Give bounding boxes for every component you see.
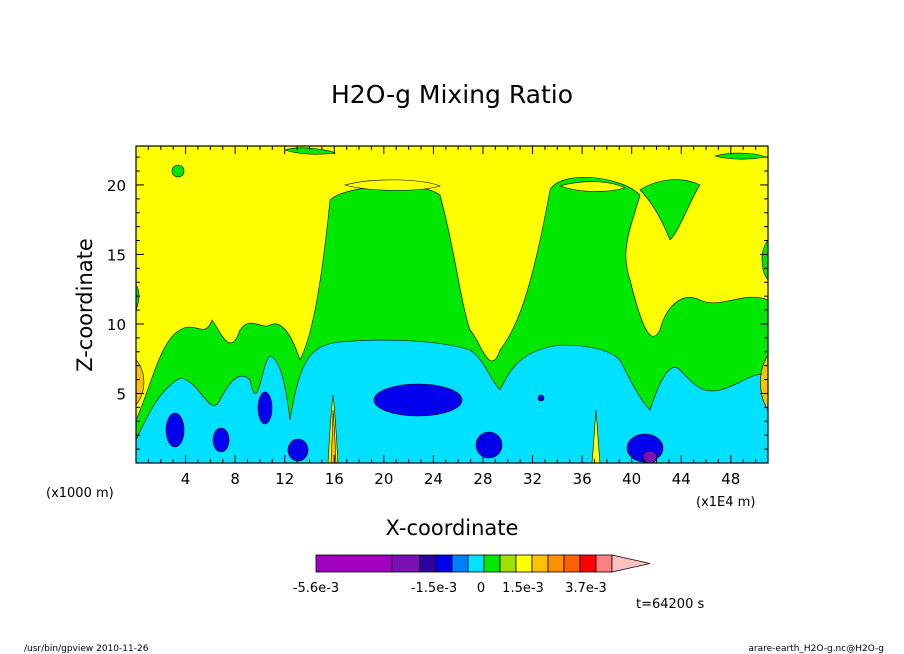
colorbar-swatch bbox=[531, 554, 549, 573]
x-tick-label: 20 bbox=[374, 470, 393, 488]
x-tick-label: 40 bbox=[622, 470, 641, 488]
colorbar-swatch bbox=[483, 554, 501, 573]
y-tick-label: 15 bbox=[107, 246, 126, 264]
colorbar-label: 3.7e-3 bbox=[565, 581, 607, 596]
y-tick-label: 20 bbox=[107, 177, 126, 195]
colorbar-swatch bbox=[419, 554, 437, 573]
y-tick-label: 10 bbox=[107, 316, 126, 334]
colorbar-labels: -5.6e-3 -1.5e-3 0 1.5e-3 3.7e-3 bbox=[293, 581, 607, 596]
green-upper-right-blob bbox=[639, 179, 701, 241]
x-tick-label: 48 bbox=[721, 470, 740, 488]
x-unit-left: (x1000 m) bbox=[46, 486, 114, 501]
time-label: t=64200 s bbox=[636, 597, 704, 612]
colorbar-swatch bbox=[315, 554, 393, 573]
colorbar-label: 1.5e-3 bbox=[502, 581, 544, 596]
colorbar-swatch bbox=[579, 554, 597, 573]
x-tick-label: 32 bbox=[523, 470, 542, 488]
colorbar-arrow bbox=[611, 554, 651, 573]
colorbar-label: -1.5e-3 bbox=[411, 581, 457, 596]
field-yellow-rings bbox=[343, 179, 626, 192]
x-tick-label: 16 bbox=[325, 470, 344, 488]
x-tick-label: 44 bbox=[672, 470, 691, 488]
blue-blob-left-3 bbox=[257, 391, 273, 425]
x-tick-label: 12 bbox=[275, 470, 294, 488]
blue-blob-left bbox=[165, 412, 185, 448]
plume-inner bbox=[330, 409, 337, 464]
footer-left: /usr/bin/gpview 2010-11-26 bbox=[24, 644, 149, 654]
plot-frame bbox=[135, 145, 769, 464]
colorbar-label: 0 bbox=[477, 581, 485, 596]
field-purple-core bbox=[642, 450, 658, 464]
plot-area bbox=[135, 145, 769, 464]
blue-blob-center bbox=[373, 383, 463, 417]
blue-blob-mid-2 bbox=[475, 431, 503, 459]
footer-right: arare-earth_H2O-g.nc@H2O-g bbox=[748, 644, 884, 654]
x-unit-right: (x1E4 m) bbox=[696, 495, 755, 510]
plume-right bbox=[591, 409, 601, 464]
colorbar-swatch bbox=[451, 554, 469, 573]
x-tick-label: 36 bbox=[573, 470, 592, 488]
yellow-ring-left bbox=[343, 179, 441, 191]
colorbar-swatch bbox=[547, 554, 565, 573]
colorbar-swatch bbox=[499, 554, 517, 573]
colorbar-swatch bbox=[515, 554, 533, 573]
x-axis-title: X-coordinate bbox=[386, 516, 519, 540]
field-plume bbox=[327, 394, 601, 464]
y-tick-label: 5 bbox=[116, 385, 126, 403]
x-tick-label: 4 bbox=[181, 470, 191, 488]
colorbar-label: -5.6e-3 bbox=[293, 581, 339, 596]
colorbar-swatch bbox=[391, 554, 421, 573]
colorbar-swatch bbox=[435, 554, 453, 573]
blue-blob-left-2 bbox=[212, 427, 230, 453]
colorbar-swatch bbox=[467, 554, 485, 573]
x-tick-label: 28 bbox=[473, 470, 492, 488]
chart-title: H2O-g Mixing Ratio bbox=[331, 80, 573, 109]
colorbar bbox=[315, 554, 651, 573]
x-tick-label: 24 bbox=[424, 470, 443, 488]
y-axis-title: Z-coordinate bbox=[73, 238, 97, 372]
colorbar-swatch bbox=[595, 554, 613, 573]
blue-blob-mid bbox=[287, 438, 309, 462]
purple-core-right bbox=[642, 450, 658, 464]
yellow-ring-right bbox=[559, 181, 626, 192]
x-tick-label: 8 bbox=[230, 470, 240, 488]
green-dot bbox=[171, 164, 185, 178]
blue-dot bbox=[537, 394, 545, 402]
colorbar-swatch bbox=[563, 554, 581, 573]
